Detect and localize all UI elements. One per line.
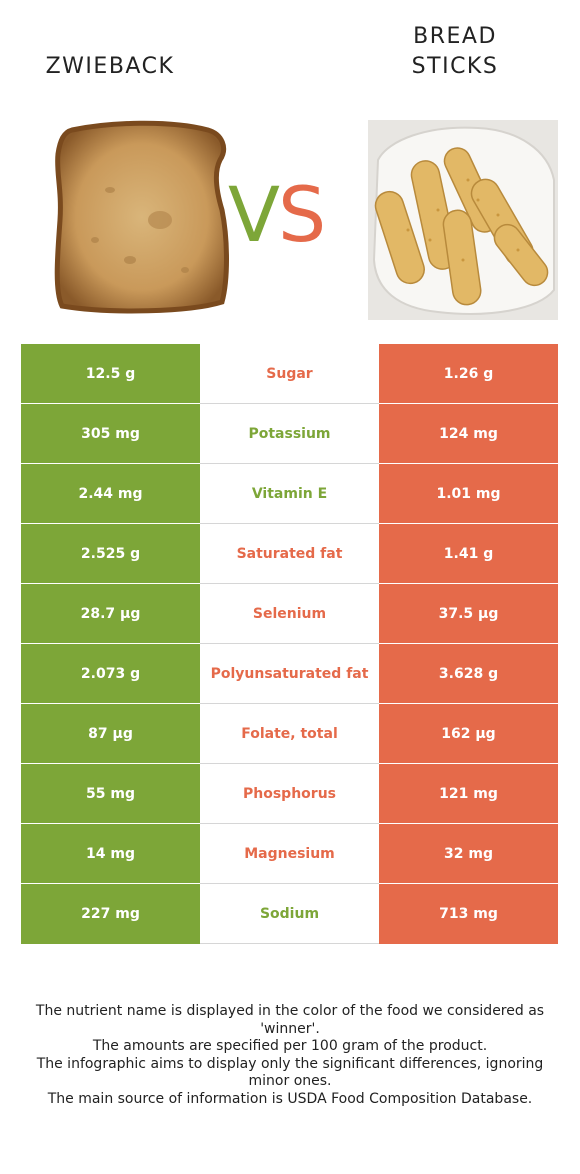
vs-s: S (278, 170, 326, 259)
nutrient-name: Saturated fat (200, 524, 379, 584)
nutrient-name: Potassium (200, 404, 379, 464)
table-row: 87 µg Folate, total 162 µg (21, 704, 558, 764)
left-value: 2.525 g (21, 524, 200, 584)
left-value: 12.5 g (21, 344, 200, 404)
right-value: 37.5 µg (379, 584, 558, 644)
right-value: 121 mg (379, 764, 558, 824)
footer-line-1: The nutrient name is displayed in the co… (35, 1003, 545, 1037)
right-value: 3.628 g (379, 644, 558, 704)
right-value: 124 mg (379, 404, 558, 464)
table-row: 305 mg Potassium 124 mg (21, 404, 558, 464)
nutrient-name: Sugar (200, 344, 379, 404)
footer-line-3: The infographic aims to display only the… (36, 1055, 544, 1090)
table-row: 14 mg Magnesium 32 mg (21, 824, 558, 884)
vs-label: VS (228, 170, 352, 260)
left-value: 28.7 µg (21, 584, 200, 644)
table-row: 2.525 g Saturated fat 1.41 g (21, 524, 558, 584)
right-food-title-line1: BREAD (413, 24, 497, 49)
right-food-title-line2: STICKS (411, 54, 499, 79)
nutrient-name: Selenium (200, 584, 379, 644)
table-row: 2.44 mg Vitamin E 1.01 mg (21, 464, 558, 524)
nutrient-name: Vitamin E (200, 464, 379, 524)
table-row: 55 mg Phosphorus 121 mg (21, 764, 558, 824)
nutrient-name: Folate, total (200, 704, 379, 764)
right-value: 32 mg (379, 824, 558, 884)
nutrient-name: Polyunsaturated fat (200, 644, 379, 704)
left-value: 227 mg (21, 884, 200, 944)
right-value: 1.01 mg (379, 464, 558, 524)
nutrient-name: Magnesium (200, 824, 379, 884)
right-value: 1.41 g (379, 524, 558, 584)
left-value: 305 mg (21, 404, 200, 464)
table-row: 28.7 µg Selenium 37.5 µg (21, 584, 558, 644)
table-row: 227 mg Sodium 713 mg (21, 884, 558, 944)
right-value: 713 mg (379, 884, 558, 944)
left-value: 2.073 g (21, 644, 200, 704)
vs-v: V (228, 170, 280, 259)
left-food-title: ZWIEBACK (45, 54, 175, 79)
left-value: 87 µg (21, 704, 200, 764)
bread-sticks-image (368, 120, 558, 320)
left-value: 14 mg (21, 824, 200, 884)
nutrient-name: Sodium (200, 884, 379, 944)
left-value: 2.44 mg (21, 464, 200, 524)
right-value: 162 µg (379, 704, 558, 764)
right-food-title: BREAD STICKS (370, 22, 540, 82)
nutrient-name: Phosphorus (200, 764, 379, 824)
right-value: 1.26 g (379, 344, 558, 404)
table-row: 2.073 g Polyunsaturated fat 3.628 g (21, 644, 558, 704)
left-value: 55 mg (21, 764, 200, 824)
zwieback-image (54, 120, 229, 314)
footer-notes: The nutrient name is displayed in the co… (16, 1003, 564, 1108)
footer-line-4: The main source of information is USDA F… (47, 1090, 533, 1107)
footer-line-2: The amounts are specified per 100 gram o… (92, 1038, 488, 1054)
table-row: 12.5 g Sugar 1.26 g (21, 344, 558, 404)
comparison-table: 12.5 g Sugar 1.26 g 305 mg Potassium 124 mg 2.… (21, 344, 558, 944)
